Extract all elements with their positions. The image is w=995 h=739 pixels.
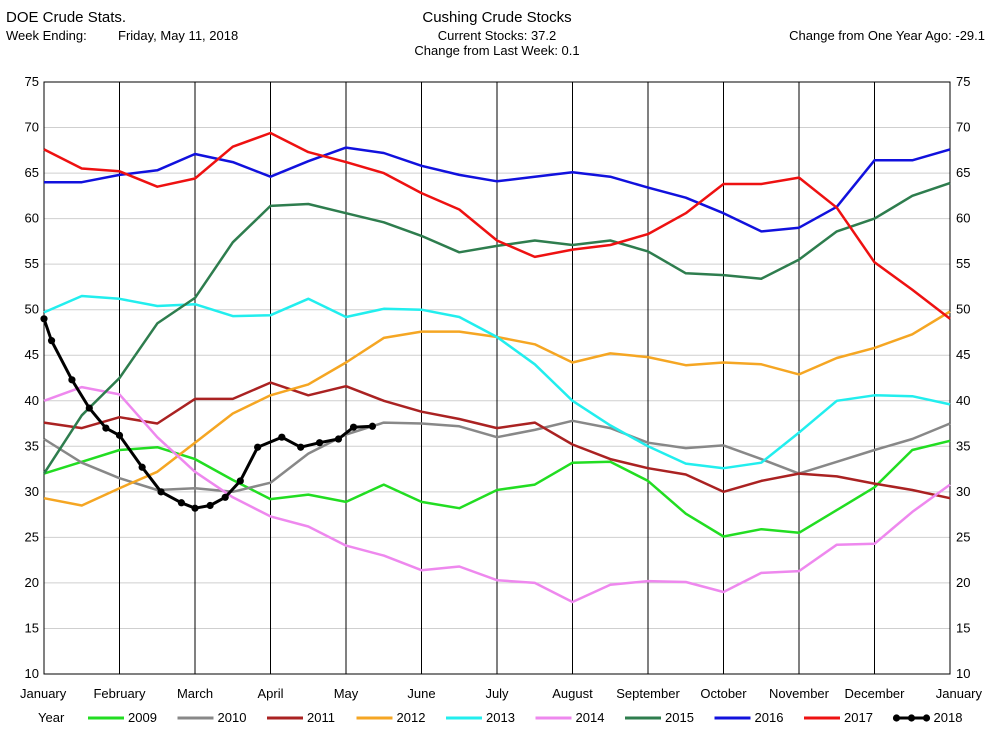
x-tick-label-10: November — [769, 686, 830, 701]
y-tick-label-left-4: 30 — [25, 484, 39, 499]
y-tick-label-left-13: 75 — [25, 74, 39, 89]
point-2018-16 — [315, 439, 324, 447]
y-axis-left: 10 15 20 25 30 35 40 45 50 55 60 65 70 75 — [25, 74, 39, 681]
legend-label-2011: 2011 — [307, 710, 335, 725]
series-line-2017 — [43, 131, 951, 320]
y-tick-label-right-1: 15 — [956, 620, 970, 635]
y-tick-label-left-0: 10 — [25, 666, 39, 681]
x-tick-label-4: May — [334, 686, 359, 701]
legend-label-2017: 2017 — [844, 710, 873, 725]
point-2018-12 — [236, 477, 244, 485]
legend-title: Year — [38, 710, 65, 725]
point-2018-5 — [115, 431, 124, 439]
report-title: DOE Crude Stats. — [6, 9, 127, 26]
y-tick-label-right-13: 75 — [956, 74, 970, 89]
legend-label-2018: 2018 — [934, 710, 963, 725]
point-2018-9 — [191, 504, 199, 512]
x-tick-label-0: January — [20, 686, 67, 701]
legend: Year 2009 2010 2011 2012 2013 2014 2015 2016 2017… — [38, 710, 962, 725]
y-tick-label-right-4: 30 — [956, 484, 970, 499]
y-tick-label-right-3: 25 — [956, 529, 970, 544]
x-axis: January February March April May June July Augu… — [20, 686, 982, 701]
y-tick-label-right-5: 35 — [956, 438, 970, 453]
y-tick-label-right-0: 10 — [956, 666, 970, 681]
point-2018-11 — [221, 493, 229, 501]
y-tick-label-right-2: 20 — [956, 575, 970, 590]
legend-label-2014: 2014 — [576, 710, 605, 725]
current-stocks: Current Stocks: 37.2 — [437, 28, 557, 43]
point-2018-0 — [40, 315, 48, 323]
point-2018-17 — [334, 435, 343, 443]
point-2018-4 — [102, 424, 110, 432]
y-tick-label-right-8: 50 — [956, 302, 970, 317]
series-line-2013 — [43, 294, 951, 470]
legend-label-2010: 2010 — [218, 710, 247, 725]
point-2018-13 — [254, 443, 262, 451]
y-tick-label-right-12: 70 — [956, 120, 970, 135]
week-ending-label: Week Ending: — [6, 28, 87, 43]
x-tick-label-6: July — [485, 686, 509, 701]
x-tick-label-12: January — [936, 686, 983, 701]
x-tick-label-1: February — [93, 686, 146, 701]
y-tick-label-left-3: 25 — [25, 529, 39, 544]
plot-frame — [43, 81, 951, 675]
y-tick-label-left-7: 45 — [25, 347, 39, 362]
point-2018-19 — [368, 422, 377, 430]
y-tick-label-right-10: 60 — [956, 211, 970, 226]
x-tick-label-9: October — [700, 686, 747, 701]
chart-title: Cushing Crude Stocks — [422, 9, 572, 26]
grid — [43, 81, 951, 675]
x-tick-label-5: June — [407, 686, 435, 701]
x-tick-label-7: August — [552, 686, 593, 701]
series-line-2014 — [43, 385, 951, 604]
y-tick-label-right-9: 55 — [956, 256, 970, 271]
point-2018-6 — [138, 463, 146, 471]
point-2018-15 — [297, 443, 305, 451]
change-from-one-year-ago: Change from One Year Ago: -29.1 — [789, 28, 985, 43]
legend-label-2012: 2012 — [397, 710, 426, 725]
y-tick-label-left-10: 60 — [25, 211, 39, 226]
y-axis-right: 10 15 20 25 30 35 40 45 50 55 60 65 70 75 — [956, 74, 970, 681]
legend-label-2013: 2013 — [486, 710, 515, 725]
y-tick-label-left-9: 55 — [25, 256, 39, 271]
legend-label-2016: 2016 — [755, 710, 784, 725]
series-layer — [40, 131, 951, 604]
point-2018-2 — [68, 376, 76, 384]
point-2018-7 — [157, 488, 165, 496]
point-2018-1 — [47, 337, 56, 345]
week-ending-date: Friday, May 11, 2018 — [118, 28, 239, 43]
y-tick-label-left-6: 40 — [25, 393, 39, 408]
change-from-last-week: Change from Last Week: 0.1 — [414, 43, 580, 58]
point-2018-3 — [85, 404, 93, 412]
series-line-2016 — [44, 146, 951, 233]
legend-label-2015: 2015 — [665, 710, 694, 725]
point-2018-18 — [349, 423, 358, 431]
legend-marker-2018-2 — [922, 714, 931, 722]
legend-marker-2018-1 — [907, 714, 916, 722]
y-tick-label-left-2: 20 — [25, 575, 39, 590]
series-line-2015 — [42, 181, 951, 475]
series-line-2011 — [43, 381, 951, 500]
x-tick-label-3: April — [257, 686, 283, 701]
legend-label-2009: 2009 — [128, 710, 157, 725]
x-tick-label-2: March — [177, 686, 213, 701]
y-tick-label-left-12: 70 — [25, 120, 39, 135]
x-tick-label-11: December — [845, 686, 906, 701]
point-2018-10 — [206, 501, 214, 510]
x-tick-label-8: September — [616, 686, 680, 701]
y-tick-label-right-6: 40 — [956, 393, 970, 408]
plot-border — [43, 81, 951, 675]
y-tick-label-left-5: 35 — [25, 438, 39, 453]
series-line-2009 — [43, 439, 951, 538]
y-tick-label-left-1: 15 — [25, 620, 39, 635]
y-tick-label-right-7: 45 — [956, 347, 970, 362]
legend-marker-2018-0 — [892, 714, 901, 722]
y-tick-label-right-11: 65 — [956, 165, 970, 180]
y-tick-label-left-11: 65 — [25, 165, 39, 180]
y-tick-label-left-8: 50 — [25, 302, 39, 317]
point-2018-8 — [177, 499, 186, 507]
point-2018-14 — [278, 433, 286, 441]
